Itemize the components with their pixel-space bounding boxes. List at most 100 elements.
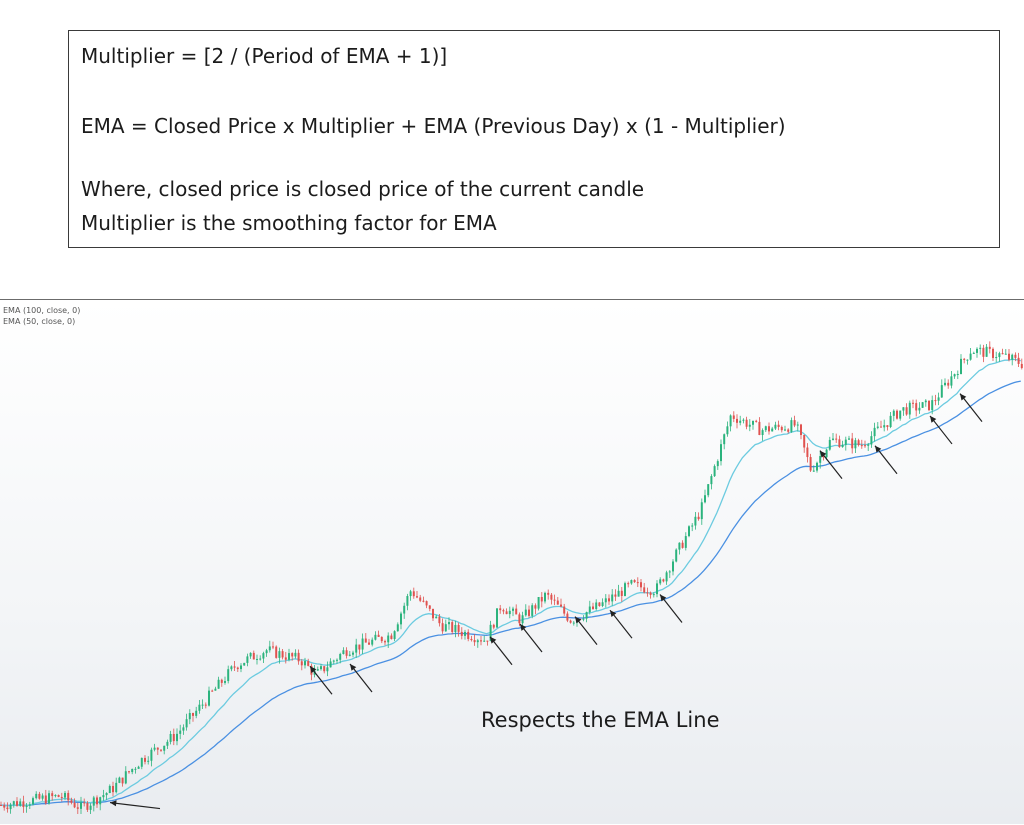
candle: [316, 666, 319, 672]
candle: [208, 686, 210, 707]
formula-box: Multiplier = [2 / (Period of EMA + 1)] E…: [68, 30, 1000, 248]
candle: [803, 434, 806, 453]
candle: [512, 606, 514, 617]
candle: [96, 795, 98, 808]
candle: [246, 653, 249, 667]
candle: [1020, 358, 1023, 370]
candle: [387, 632, 390, 648]
candle: [572, 620, 575, 626]
candle: [374, 631, 377, 641]
candle: [726, 421, 729, 437]
arrows-layer: [109, 393, 983, 810]
formula-note-closed-price: Where, closed price is closed price of t…: [81, 177, 645, 201]
candle: [745, 416, 748, 430]
chart-annotation: Respects the EMA Line: [481, 708, 720, 732]
candle: [854, 437, 857, 454]
candle: [979, 344, 982, 355]
candle: [288, 648, 290, 662]
candle: [492, 623, 495, 630]
candle: [384, 639, 386, 646]
candle: [76, 802, 79, 814]
candle: [553, 594, 556, 606]
candle: [307, 658, 310, 667]
candle: [780, 425, 783, 433]
candle: [1004, 349, 1007, 355]
candle: [771, 426, 774, 432]
candle: [172, 728, 175, 746]
candle: [236, 666, 239, 672]
candle: [0, 801, 2, 806]
candle: [371, 637, 374, 647]
candle: [838, 435, 841, 448]
legend-ema-100: EMA (100, close, 0): [3, 306, 81, 315]
candle: [345, 647, 348, 659]
candle: [944, 378, 946, 387]
candle: [422, 596, 425, 603]
candle: [646, 587, 649, 597]
candle: [102, 789, 105, 801]
touch-arrow: [874, 445, 898, 475]
candle: [886, 425, 889, 431]
candle: [275, 645, 278, 659]
candle: [934, 394, 937, 406]
candle: [947, 379, 950, 389]
candle: [115, 777, 118, 794]
candle: [508, 606, 511, 619]
candle: [131, 768, 134, 775]
candle: [278, 647, 281, 664]
candle: [400, 611, 402, 630]
candle: [784, 425, 786, 432]
chart-canvas: [0, 341, 1023, 814]
candle: [998, 351, 1001, 362]
candle: [163, 745, 166, 755]
candle: [377, 630, 380, 638]
candle: [464, 629, 466, 640]
candle: [358, 644, 361, 655]
touch-arrow: [489, 636, 513, 666]
candle: [281, 649, 284, 660]
candle: [748, 419, 751, 432]
candle: [153, 743, 156, 752]
candle: [441, 618, 444, 634]
candle: [390, 633, 393, 640]
candle: [841, 440, 844, 448]
candle: [297, 649, 300, 665]
candle: [636, 577, 639, 588]
ema-100-layer: [0, 380, 1021, 807]
candle: [150, 747, 153, 767]
candle: [252, 650, 255, 660]
candle: [828, 436, 831, 451]
candle: [217, 676, 220, 689]
candle: [432, 608, 434, 621]
candle: [73, 798, 76, 809]
candle: [547, 589, 550, 600]
candle: [857, 438, 860, 447]
candle: [60, 792, 63, 802]
candle: [710, 474, 713, 490]
ema-50-line: [0, 358, 1021, 807]
candle: [694, 512, 697, 530]
candle: [25, 803, 28, 813]
candle: [265, 648, 268, 657]
candle: [924, 399, 927, 407]
candle: [892, 409, 895, 422]
candle: [89, 803, 92, 814]
candle: [192, 712, 194, 722]
candle: [44, 789, 47, 805]
candle: [652, 592, 655, 598]
candle: [982, 344, 985, 363]
touch-arrow: [519, 623, 543, 653]
candle: [787, 428, 790, 434]
candle: [649, 591, 652, 599]
candle: [870, 431, 873, 448]
candle: [688, 525, 690, 538]
candle: [16, 797, 18, 807]
candle: [9, 802, 12, 814]
candle: [48, 790, 50, 805]
candle: [1014, 352, 1017, 362]
candle: [393, 630, 396, 642]
candle: [790, 417, 793, 433]
candle: [416, 591, 418, 599]
candle: [537, 596, 540, 611]
candle: [67, 790, 70, 806]
